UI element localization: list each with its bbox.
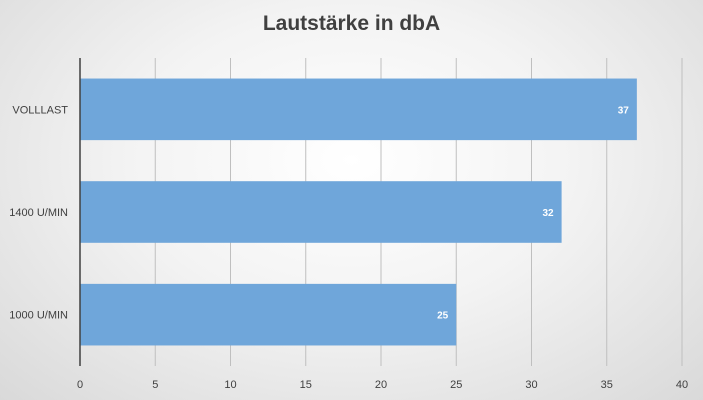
x-tick-label: 10 [224,379,236,391]
bar [80,283,457,346]
bar [80,78,637,141]
data-label: 32 [542,208,554,219]
data-label: 37 [618,105,630,116]
x-tick-label: 5 [152,379,158,391]
y-category-label: VOLLLAST [12,104,68,116]
x-tick-label: 35 [601,379,613,391]
data-label: 25 [437,311,449,322]
x-tick-label: 30 [525,379,537,391]
x-tick-label: 0 [77,379,83,391]
bar [80,181,562,243]
x-tick-label: 15 [300,379,312,391]
y-category-label: 1000 U/MIN [9,310,68,322]
x-tick-label: 25 [450,379,462,391]
chart-title: Lautstärke in dbA [262,12,441,35]
y-category-label: 1400 U/MIN [9,207,68,219]
x-tick-label: 40 [676,379,688,391]
x-tick-label: 20 [375,379,387,391]
